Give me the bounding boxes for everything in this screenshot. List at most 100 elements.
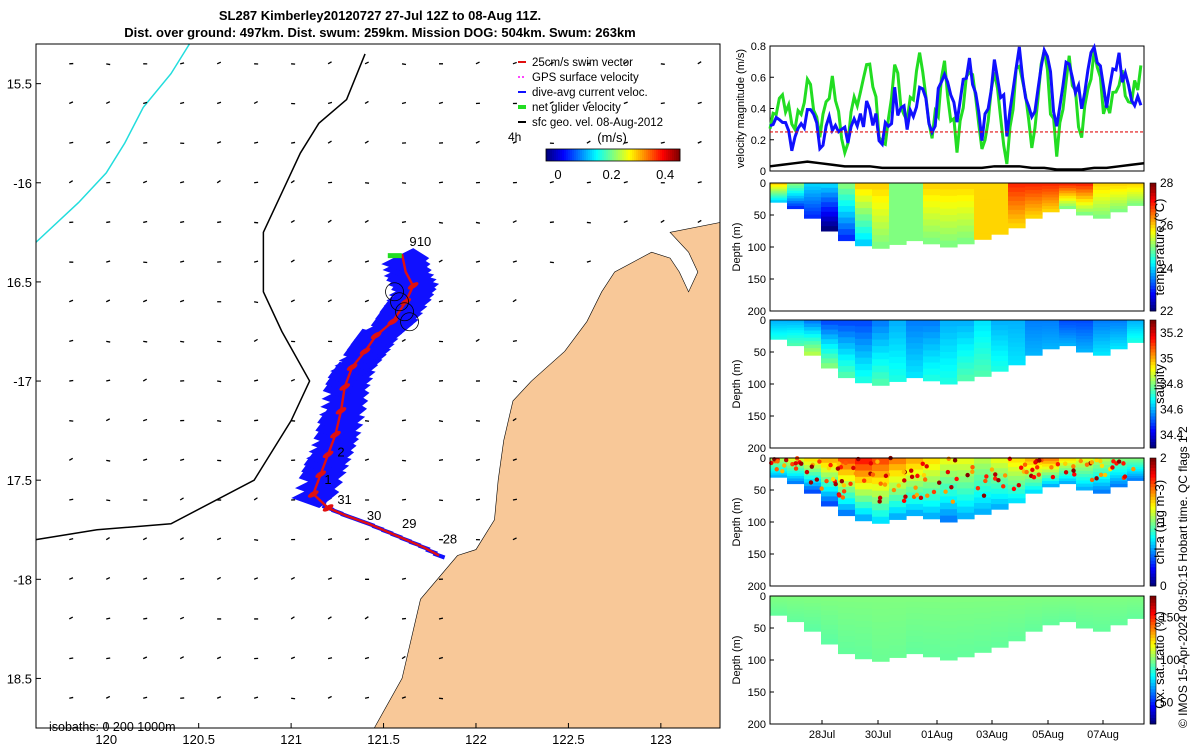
section-cell [872,235,890,243]
section-cell [957,195,975,202]
section-cell [991,606,1009,612]
section-cell [1110,345,1128,350]
section-cell [804,204,822,209]
section-cell [1025,323,1043,328]
section-colorbar-segment [1150,493,1156,497]
section-cell [1127,596,1145,599]
section-colorbar-tick: 35 [1160,351,1174,365]
section-cell [855,608,873,616]
surface-vector [512,380,518,383]
surface-vector [290,616,295,620]
chl-sample-dot [902,478,907,483]
surface-vector [179,537,184,541]
surface-vector [512,260,517,263]
section-x-tick-label: 03Aug [976,729,1008,741]
chl-sample-dot [946,456,951,462]
section-cell [1093,344,1111,349]
section-colorbar-tick: 34.6 [1160,403,1184,417]
colorbar-segment [646,149,649,161]
section-cell [1093,211,1111,216]
section-cell [855,489,873,497]
chl-sample-dot [970,464,975,470]
section-cell [1025,624,1043,629]
surface-vector [106,141,111,144]
section-cell [1025,458,1043,463]
chl-sample-dot [901,469,907,475]
section-cell [770,183,788,186]
chl-sample-dot [925,493,930,498]
chl-sample-dot [848,481,853,486]
section-cell [1059,190,1077,194]
section-cell [1127,473,1145,477]
chl-sample-dot [1072,472,1077,477]
section-cell [991,498,1009,505]
section-cell [1025,482,1043,487]
section-cell [1093,204,1111,209]
section-cell [1127,200,1145,204]
section-colorbar-segment [1150,355,1156,359]
section-colorbar-segment [1150,679,1156,683]
section-cell [872,635,890,643]
surface-vector [327,695,332,699]
swim-vector [370,331,382,340]
surface-vector [143,577,148,580]
section-cell [906,217,924,224]
section-cell [1059,332,1077,336]
section-cell [974,348,992,355]
x-tick-label: 120.5 [182,732,215,747]
section-cell [1127,196,1145,200]
section-cell [821,610,839,616]
section-cell [1076,483,1094,488]
section-cell [821,183,839,189]
section-cell [1059,606,1077,610]
section-colorbar-segment [1150,368,1156,372]
section-cell [770,320,788,323]
colorbar-tick: 0 [554,167,561,182]
section-cell [957,362,975,370]
colorbar-segment [562,149,565,161]
chl-sample-dot [804,469,810,475]
section-colorbar-segment [1150,301,1156,305]
section-cell [804,351,822,356]
section-cell [906,624,924,632]
section-cell [872,648,890,656]
section-cell [1110,601,1128,606]
section-cell [770,198,788,201]
section-cell [1042,208,1060,213]
section-y-tick-label: 200 [748,719,766,731]
surface-vector [106,617,111,620]
section-cell [770,473,788,476]
section-colorbar-segment [1150,522,1156,526]
chl-sample-dot [1094,457,1099,463]
section-cell [923,183,941,190]
surface-vector [512,220,517,224]
surface-vector [512,417,517,422]
section-colorbar-segment [1150,711,1156,715]
section-cell [838,183,856,190]
colorbar-segment [602,149,605,161]
section-cell [1127,604,1145,608]
section-cell [787,206,805,210]
chl-sample-dot [1016,482,1022,488]
section-cell [838,217,856,224]
section-cell [1042,185,1060,190]
surface-vector [623,220,628,224]
section-cell [991,468,1009,474]
section-cell [1008,627,1026,633]
section-cell [889,626,907,634]
surface-vector [179,299,185,303]
section-cell [838,229,856,236]
section-colorbar-tick: 1 [1160,515,1167,529]
section-cell [1008,196,1026,202]
section-cell [957,338,975,345]
section-colorbar-segment [1150,576,1156,580]
section-colorbar-segment [1150,307,1156,312]
section-cell [923,506,941,514]
section-cell [923,494,941,502]
surface-vector [216,180,221,184]
section-cell [889,476,907,484]
chl-sample-dot [817,459,822,464]
day-label: 28 [443,532,457,547]
section-cell [1059,458,1077,462]
section-cell [804,599,822,604]
